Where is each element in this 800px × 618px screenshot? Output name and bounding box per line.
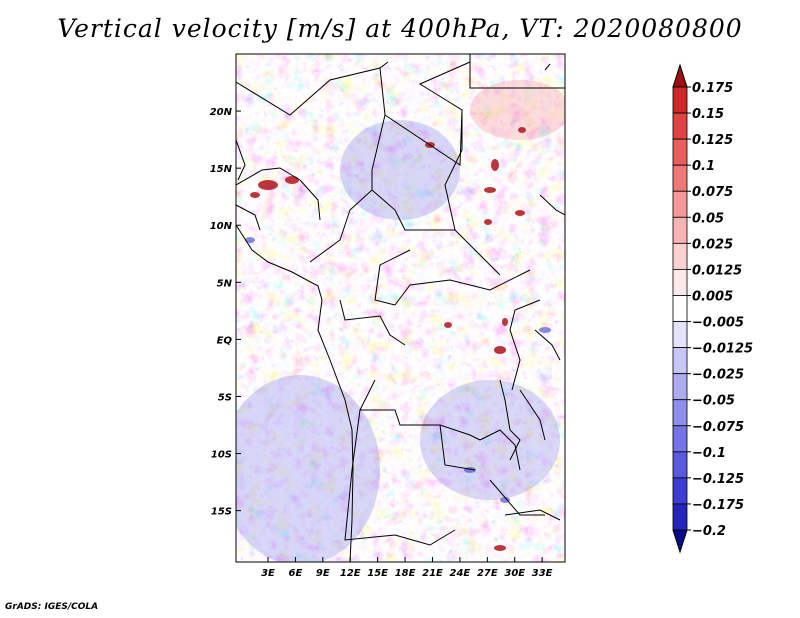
colorbar-swatch — [672, 269, 688, 296]
colorbar-swatch — [672, 138, 688, 166]
lon-tick-label: 18E — [395, 568, 416, 579]
colorbar-label: −0.025 — [692, 368, 744, 383]
colorbar-swatch — [672, 425, 688, 453]
lon-tick-label: 30E — [504, 568, 525, 579]
lon-tick-label: 24E — [450, 568, 471, 579]
colorbar-bottom-arrow — [672, 529, 688, 554]
colorbar-top-arrow — [672, 63, 688, 88]
colorbar-label: 0.005 — [692, 289, 733, 304]
lon-tick-label: 27E — [477, 568, 498, 579]
colorbar-swatch — [672, 503, 688, 531]
lat-tick-label: EQ — [217, 335, 233, 346]
colorbar-swatch — [672, 477, 688, 505]
colorbar-label: 0.05 — [692, 211, 724, 226]
lon-tick-label: 6E — [289, 568, 303, 579]
lat-tick-label: 15N — [210, 164, 233, 175]
colorbar-label: −0.05 — [692, 394, 735, 409]
vertical-velocity-field — [236, 54, 565, 562]
lat-tick-label: 20N — [210, 107, 233, 118]
lon-tick-label: 33E — [532, 568, 553, 579]
coastline — [236, 63, 565, 562]
lon-tick-label: 9E — [316, 568, 330, 579]
colorbar-swatch — [672, 190, 688, 218]
lat-tick-label: 5S — [218, 392, 232, 403]
colorbar-label: −0.125 — [692, 472, 744, 487]
lon-tick-label: 21E — [422, 568, 443, 579]
colorbar-label: −0.005 — [692, 316, 744, 331]
colorbar-swatch — [672, 216, 688, 244]
colorbar-label: 0.125 — [692, 133, 733, 148]
colorbar-swatch — [672, 321, 688, 348]
colorbar-label: −0.2 — [692, 524, 726, 539]
strong-upward-cores — [250, 127, 526, 551]
colorbar-label: 0.15 — [692, 107, 724, 122]
colorbar-swatch — [672, 347, 688, 375]
lat-tick-label: 10S — [211, 450, 232, 461]
latitude-axis: 20N 15N 10N 5N EQ 5S 10S 15S — [210, 107, 241, 518]
colorbar-swatch — [672, 242, 688, 270]
colorbar-label: 0.175 — [692, 81, 733, 96]
colorbar-label: −0.0125 — [692, 342, 753, 357]
colorbar-label: 0.025 — [692, 237, 733, 252]
colorbar-label: −0.1 — [692, 446, 726, 461]
colorbar-swatch — [672, 295, 688, 322]
colorbar-swatch — [672, 86, 688, 114]
map-frame — [235, 53, 566, 563]
lat-tick-label: 15S — [211, 507, 232, 518]
lon-tick-label: 3E — [261, 568, 275, 579]
map-title: Vertical velocity [m/s] at 400hPa, VT: 2… — [57, 14, 743, 43]
longitude-axis: 3E 6E 9E 12E 15E 18E 21E 24E 27E 30E 33E — [261, 557, 553, 579]
colorbar-label: −0.075 — [692, 420, 744, 435]
lon-tick-label: 12E — [340, 568, 361, 579]
colorbar-label: 0.075 — [692, 185, 733, 200]
colorbar-swatch — [672, 164, 688, 192]
lat-tick-label: 5N — [217, 278, 233, 289]
colorbar-swatch — [672, 451, 688, 479]
strong-downward-cores — [245, 237, 551, 503]
colorbar-swatch — [672, 373, 688, 401]
colorbar-label: 0.0125 — [692, 263, 742, 278]
colorbar-swatch — [672, 112, 688, 140]
colorbar-label: −0.175 — [692, 498, 744, 513]
lon-tick-label: 15E — [367, 568, 388, 579]
lat-tick-label: 10N — [210, 221, 233, 232]
colorbar: 0.175 0.15 0.125 0.1 0.075 0.05 0.025 0.0125 0.0… — [672, 63, 753, 554]
country-borders — [236, 54, 565, 546]
colorbar-swatch — [672, 399, 688, 427]
colorbar-label: 0.1 — [692, 159, 715, 174]
grads-credit: GrADS: IGES/COLA — [5, 602, 99, 612]
